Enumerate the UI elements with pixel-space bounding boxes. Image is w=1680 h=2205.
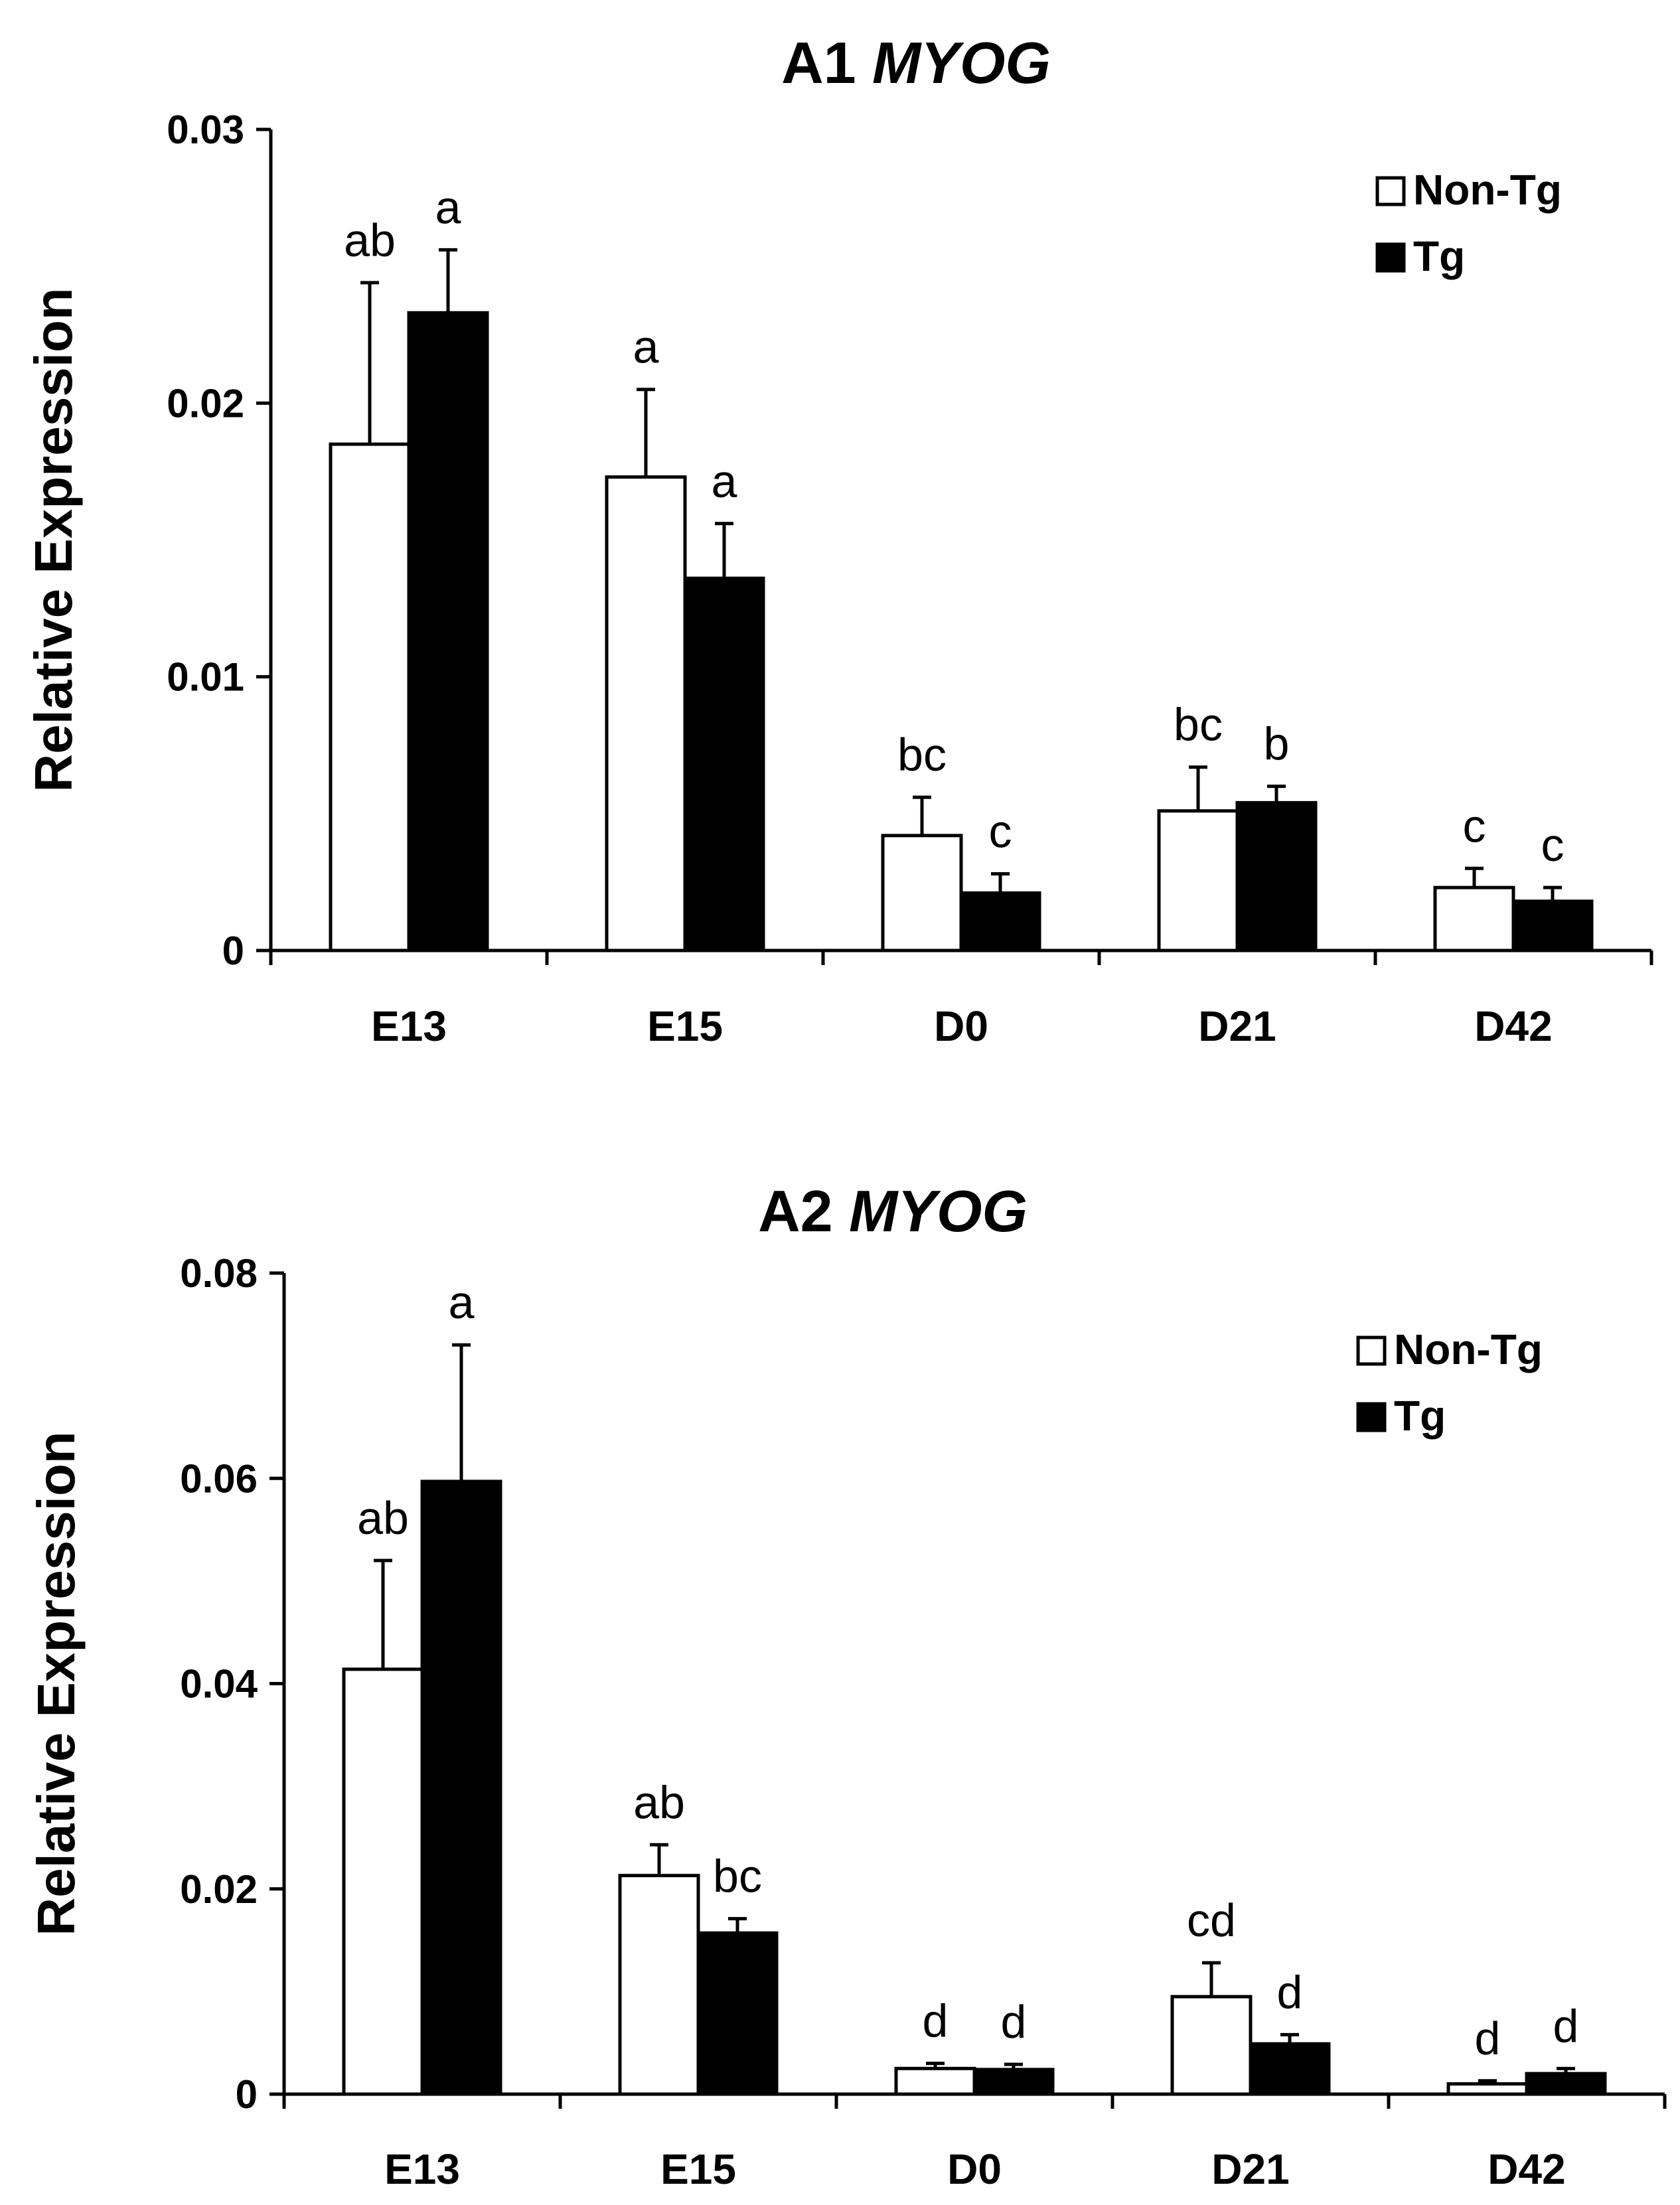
legend-label-non-tg: Non-Tg (1394, 1326, 1543, 1373)
bar-non-tg (342, 1667, 424, 2096)
significance-label: ab (633, 1776, 685, 1828)
y-axis-label: Relative Expression (24, 287, 83, 792)
significance-label: bc (897, 729, 947, 781)
y-tick-label: 0.08 (180, 1251, 258, 1296)
bar-tg (1511, 899, 1594, 952)
x-tick-label: D21 (1211, 2145, 1289, 2193)
bar-tg (1525, 2072, 1607, 2096)
significance-label: a (633, 321, 659, 373)
bar-non-tg (618, 1874, 700, 2096)
significance-label: d (1475, 2013, 1501, 2064)
chart-panel-2: A2 MYOG Relative Expression 0 0.02 0.04 0.06 0… (27, 1178, 1667, 2193)
bar-tg (407, 311, 489, 952)
chart-title: A1 MYOG (781, 30, 1051, 96)
x-tick-label: D0 (934, 1002, 988, 1050)
y-tick-label: 0.03 (167, 108, 244, 152)
chart-title-gene: MYOG (872, 30, 1051, 96)
chart-title-prefix: A2 (758, 1178, 849, 1244)
bar-non-tg (1170, 1995, 1253, 2096)
y-tick-label: 0.04 (180, 1662, 258, 1707)
y-tick-label: 0.01 (167, 655, 244, 700)
significance-label: d (1553, 2000, 1579, 2052)
significance-label: cd (1187, 1894, 1236, 1946)
legend-label-tg: Tg (1394, 1392, 1446, 1440)
x-tick-label: D42 (1474, 1002, 1552, 1050)
significance-label: bc (713, 1851, 762, 1902)
significance-label: ab (344, 214, 396, 266)
bar-tg (683, 576, 765, 952)
legend-label-non-tg: Non-Tg (1413, 166, 1562, 214)
significance-label: ab (357, 1492, 409, 1544)
x-tick-label: E13 (384, 2145, 460, 2193)
chart-title-gene: MYOG (849, 1178, 1028, 1244)
x-tick-label: E15 (647, 1002, 723, 1050)
significance-label: c (1541, 819, 1565, 871)
significance-label: a (449, 1276, 475, 1328)
x-tick-label: D21 (1198, 1002, 1276, 1050)
legend-swatch-non-tg (1375, 176, 1406, 206)
bar-tg (1235, 800, 1318, 952)
significance-label: bc (1174, 699, 1223, 751)
legend-swatch-tg (1375, 242, 1406, 273)
significance-label: d (1001, 1996, 1027, 2048)
bar-non-tg (881, 834, 963, 952)
significance-label: a (712, 455, 737, 507)
y-axis-label: Relative Expression (27, 1431, 86, 1936)
y-tick-label: 0 (236, 2072, 258, 2117)
bar-tg (972, 2068, 1055, 2096)
bar-non-tg (894, 2066, 976, 2096)
legend-swatch-tg (1356, 1402, 1387, 1432)
significance-label: d (923, 1995, 949, 2047)
legend-swatch-non-tg (1356, 1335, 1387, 1366)
bar-non-tg (605, 475, 687, 952)
y-tick-label: 0 (222, 929, 244, 973)
bar-tg (420, 1480, 502, 2096)
significance-label: a (435, 181, 461, 233)
bar-non-tg (1446, 2082, 1529, 2096)
bar-non-tg (1157, 809, 1239, 952)
y-tick-label: 0.06 (180, 1456, 258, 1501)
chart-panel-1: A1 MYOG Relative Expression 0 0.01 0.02 0.03 E… (24, 30, 1653, 1050)
significance-label: c (1463, 800, 1486, 852)
y-tick-label: 0.02 (180, 1867, 258, 1912)
significance-label: b (1264, 718, 1290, 770)
x-tick-label: D0 (947, 2145, 1002, 2193)
x-tick-label: D42 (1488, 2145, 1565, 2193)
y-tick-label: 0.02 (167, 381, 244, 425)
significance-label: d (1277, 1966, 1303, 2018)
chart-title: A2 MYOG (758, 1178, 1028, 1244)
bar-non-tg (329, 442, 411, 952)
bar-tg (959, 891, 1041, 952)
x-tick-label: E13 (371, 1002, 447, 1050)
significance-label: c (989, 806, 1012, 858)
legend-label-tg: Tg (1413, 232, 1465, 280)
x-tick-label: E15 (660, 2145, 736, 2193)
bar-tg (1249, 2042, 1331, 2096)
bar-non-tg (1433, 885, 1515, 952)
chart-title-prefix: A1 (781, 30, 872, 96)
bar-tg (696, 1931, 779, 2096)
